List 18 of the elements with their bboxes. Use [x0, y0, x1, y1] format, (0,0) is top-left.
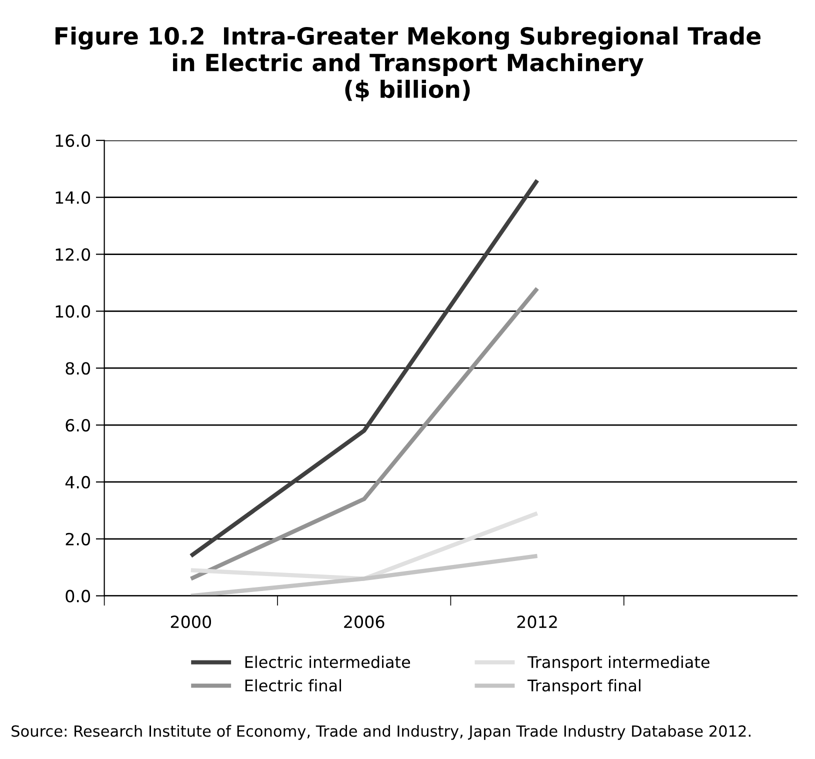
y-tick-label: 12.0 [56, 248, 90, 261]
chart-title: Figure 10.2 Intra-Greater Mekong Subregional Trade in Electric and Transport Machinery ($ billion) [56, 26, 761, 102]
legend-label: Electric intermediate [245, 656, 410, 668]
y-tick-label: 8.0 [66, 362, 90, 375]
legend-label: Transport intermediate [527, 656, 710, 672]
y-tick-label: 2.0 [66, 532, 90, 546]
y-tick-label: 16.0 [56, 134, 90, 147]
source-note: Source: Research Institute of Economy, Trade and Industry, Japan Trade Industry Database 2012. [12, 725, 750, 740]
legend-label: Electric final [245, 679, 342, 692]
y-tick-label: 6.0 [66, 419, 90, 432]
y-tick-label: 4.0 [65, 476, 90, 489]
y-tick-label: 0.0 [66, 590, 90, 602]
y-tick-label: 14.0 [56, 191, 90, 204]
x-tick-label: 2006 [344, 616, 384, 628]
y-tick-label: 10.0 [56, 305, 90, 318]
legend-label: Transport final [527, 679, 640, 695]
x-tick-label: 2000 [170, 616, 212, 628]
x-tick-label: 2012 [517, 616, 557, 628]
